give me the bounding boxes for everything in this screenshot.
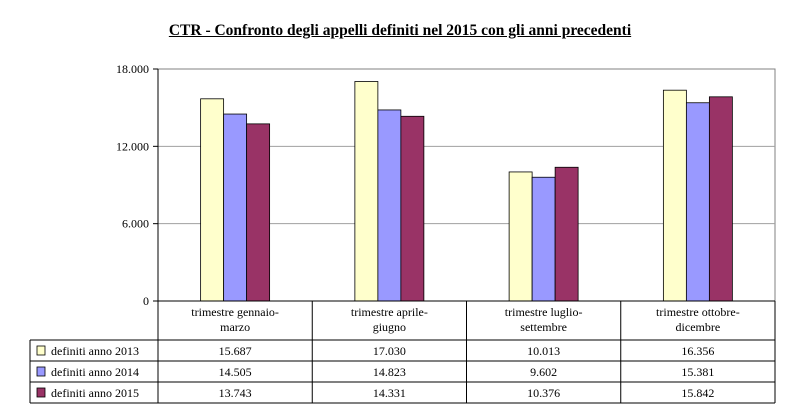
legend-label: definiti anno 2013: [51, 344, 139, 358]
bar: [554, 166, 579, 302]
data-value: 15.687: [219, 344, 252, 358]
bar: [200, 98, 225, 302]
bar: [223, 113, 248, 302]
legend-label: definiti anno 2015: [51, 386, 139, 400]
data-value: 14.823: [373, 365, 406, 379]
y-tick-label: 18.000: [116, 62, 149, 76]
legend-key: [36, 366, 46, 377]
data-value: 10.376: [527, 386, 560, 400]
data-value: 17.030: [373, 344, 406, 358]
bar: [400, 115, 425, 302]
bar: [685, 102, 710, 302]
legend-label: definiti anno 2014: [51, 365, 139, 379]
bar: [246, 123, 271, 302]
y-tick-label: 6.000: [122, 217, 149, 231]
bar: [531, 176, 556, 302]
data-value: 14.331: [373, 386, 406, 400]
y-tick-label: 12.000: [116, 139, 149, 153]
bar: [708, 96, 733, 302]
legend-key: [36, 387, 46, 398]
data-value: 16.356: [681, 344, 714, 358]
category-label: marzo: [220, 320, 250, 334]
data-value: 13.743: [219, 386, 252, 400]
bar: [662, 89, 687, 302]
bar: [508, 171, 533, 302]
data-value: 14.505: [219, 365, 252, 379]
data-value: 15.381: [681, 365, 714, 379]
category-label: settembre: [520, 320, 567, 334]
legend-key: [36, 345, 46, 356]
bar: [354, 81, 379, 302]
chart-title: CTR - Confronto degli appelli definiti n…: [168, 22, 632, 39]
category-label: trimestre ottobre-: [656, 305, 740, 319]
y-tick-label: 0: [143, 294, 149, 308]
category-label: trimestre gennaio-: [191, 305, 279, 319]
category-label: dicembre: [676, 320, 721, 334]
data-value: 15.842: [681, 386, 714, 400]
data-value: 9.602: [530, 365, 557, 379]
category-label: trimestre luglio-: [505, 305, 583, 319]
category-label: giugno: [373, 320, 406, 334]
bar: [377, 109, 402, 302]
category-label: trimestre aprile-: [351, 305, 428, 319]
data-value: 10.013: [527, 344, 560, 358]
